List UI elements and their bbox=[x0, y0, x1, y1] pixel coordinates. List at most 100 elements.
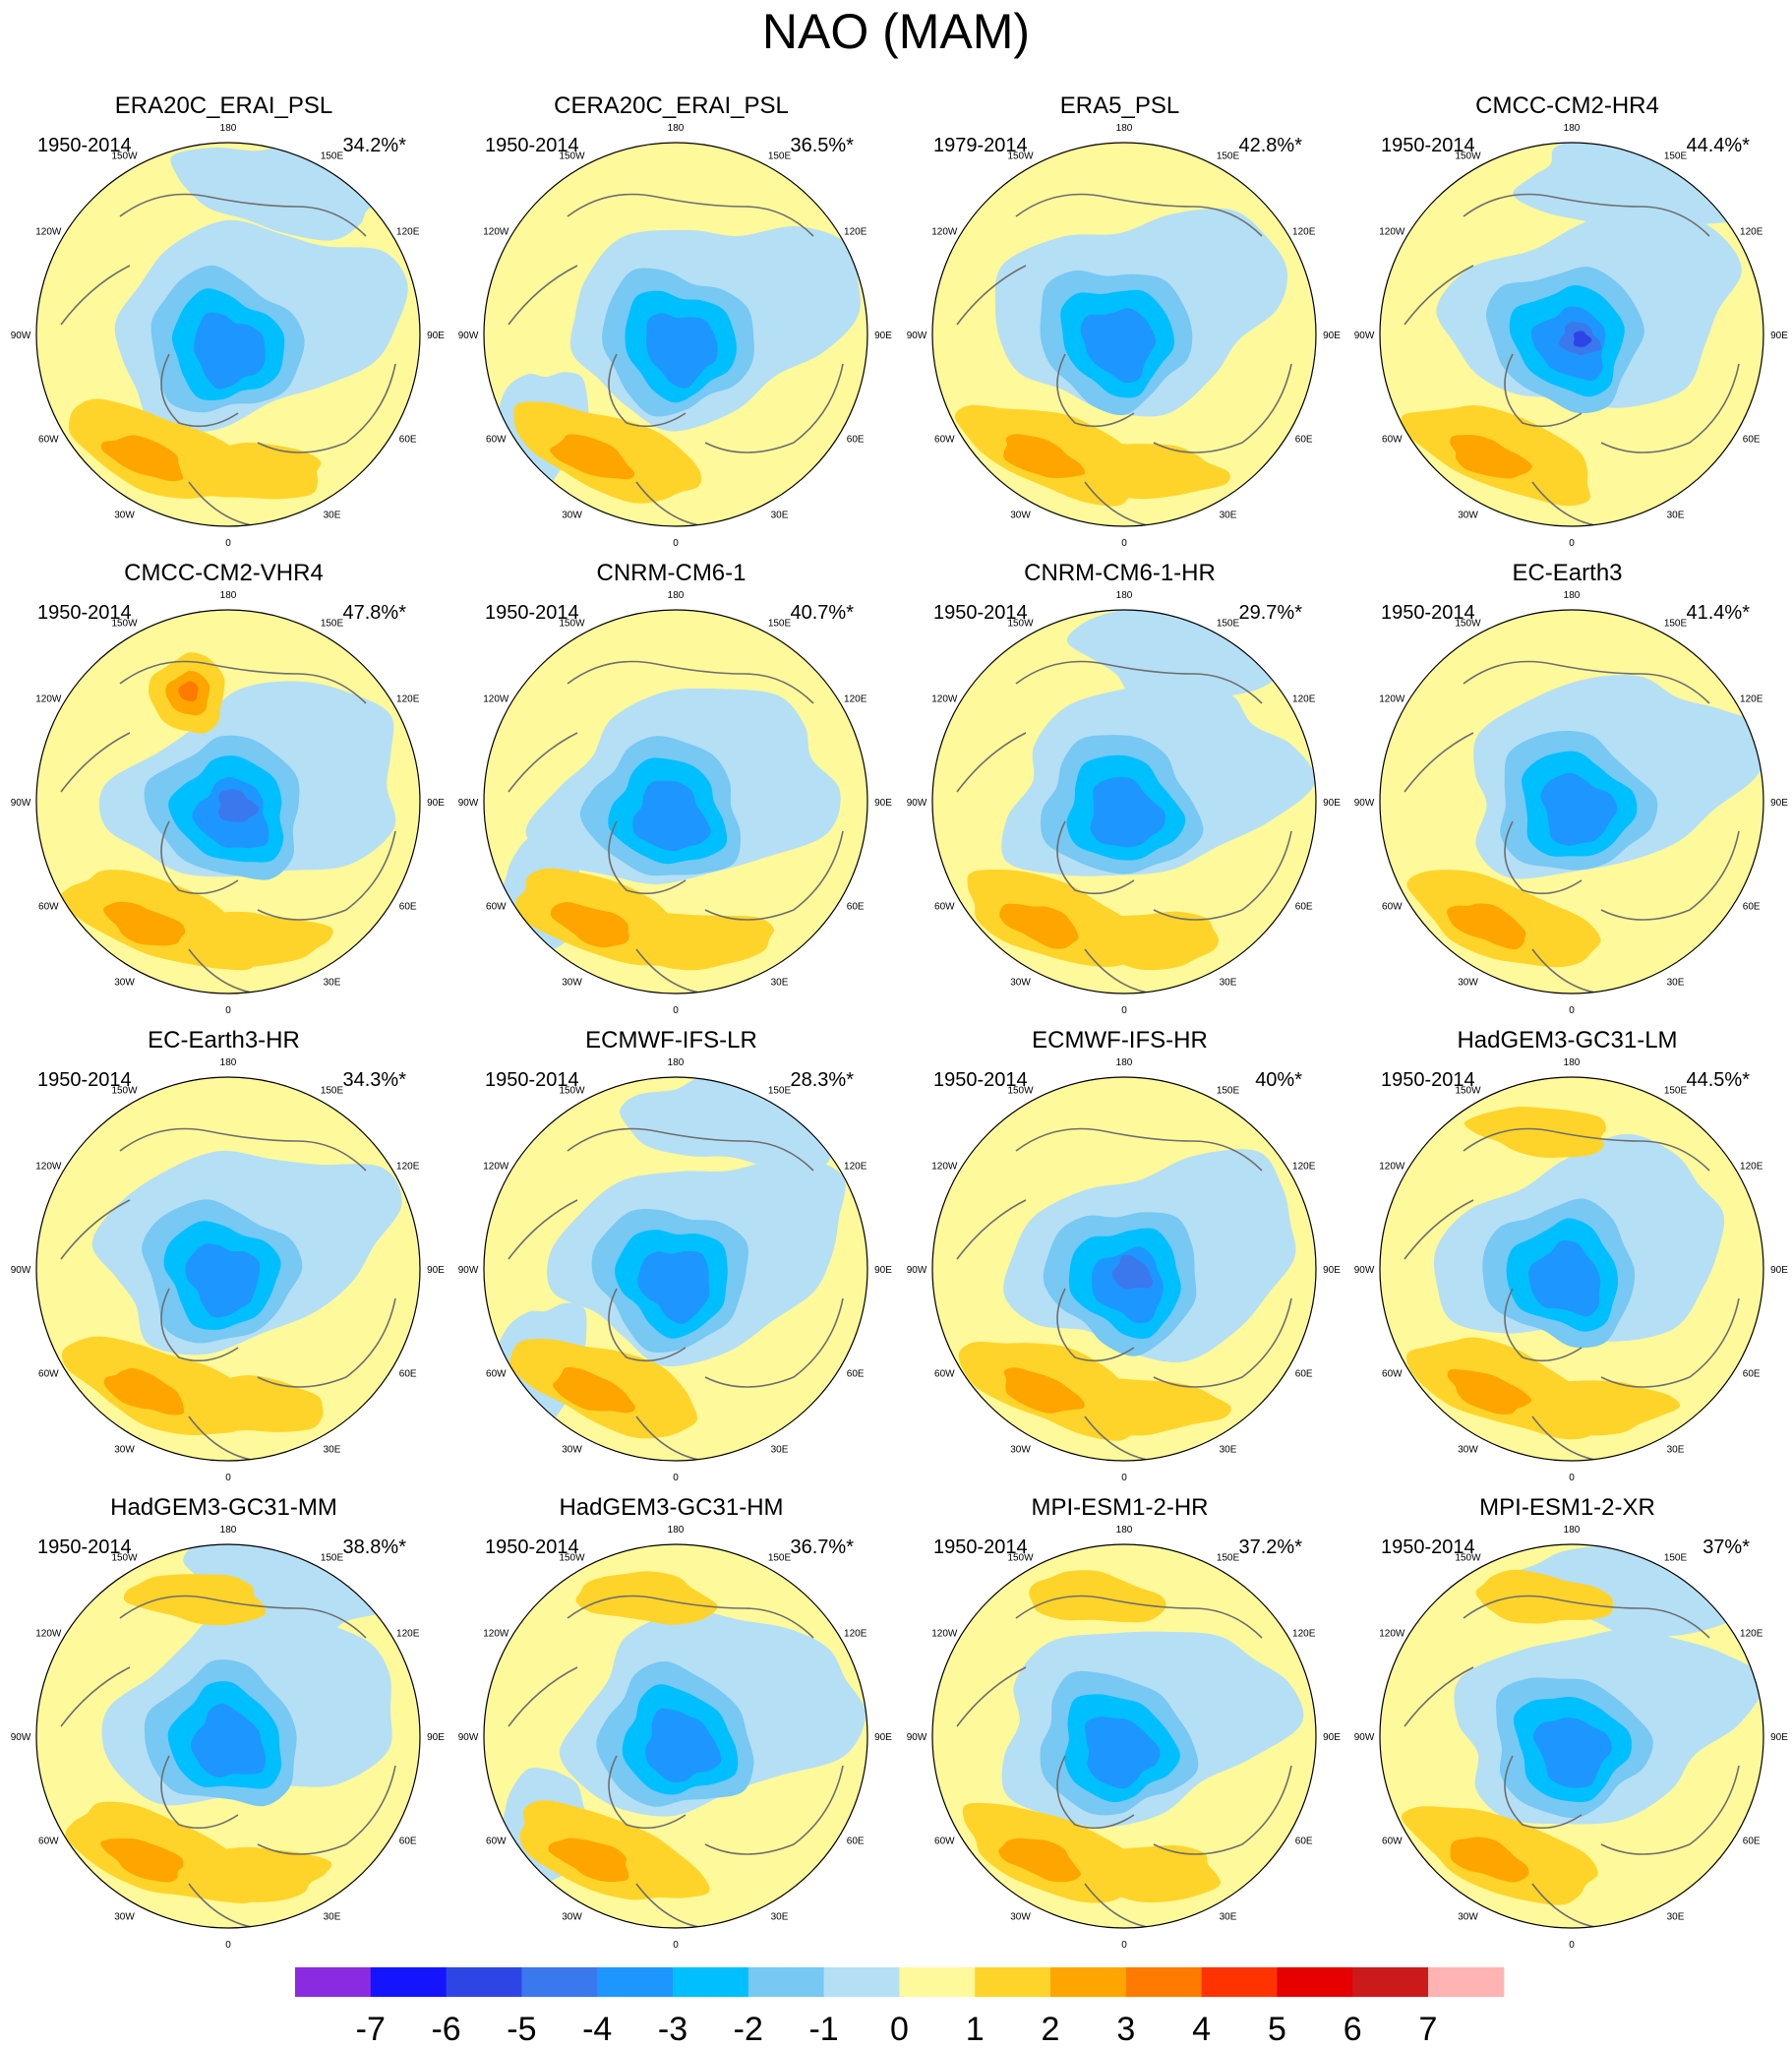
longitude-label: 180 bbox=[1116, 123, 1133, 134]
panel-title: CNRM-CM6-1-HR bbox=[1024, 560, 1216, 586]
longitude-label: 90W bbox=[11, 331, 31, 341]
longitude-label: 120W bbox=[483, 694, 509, 705]
longitude-label: 120E bbox=[396, 1162, 420, 1173]
panel-period: 1950-2014 bbox=[37, 1069, 132, 1091]
panel-period: 1950-2014 bbox=[1381, 1069, 1475, 1091]
map-panel: HadGEM3-GC31-LM 1950-2014 44.5%* 180 150E 120… bbox=[1344, 934, 1791, 1483]
longitude-label: 0 bbox=[1569, 1940, 1575, 1951]
longitude-label: 120W bbox=[1379, 694, 1405, 705]
longitude-label: 180 bbox=[1564, 1057, 1581, 1068]
longitude-label: 150E bbox=[321, 1085, 344, 1096]
contour-fill bbox=[1540, 772, 1618, 846]
panel-variance-percent: 37%* bbox=[1702, 1536, 1750, 1558]
map-panel: CMCC-CM2-HR4 1950-2014 44.4%* 180 150E 120E 90… bbox=[1344, 0, 1791, 549]
contour-fill bbox=[1450, 1837, 1529, 1883]
longitude-label: 150W bbox=[559, 151, 585, 161]
longitude-label: 60E bbox=[1295, 1369, 1313, 1380]
longitude-label: 30E bbox=[324, 978, 341, 989]
longitude-label: 0 bbox=[1121, 1005, 1127, 1016]
contour-fill bbox=[163, 1846, 332, 1902]
longitude-label: 60W bbox=[38, 1369, 59, 1380]
contour-fill bbox=[550, 902, 629, 948]
longitude-label: 60E bbox=[1743, 902, 1761, 913]
longitude-label: 60W bbox=[934, 1837, 955, 1847]
longitude-label: 30E bbox=[1667, 978, 1685, 989]
contour-fill bbox=[191, 1703, 266, 1777]
contour-fill bbox=[1085, 1717, 1161, 1789]
colorbar-swatch bbox=[1352, 1967, 1429, 1997]
longitude-label: 90W bbox=[11, 798, 31, 809]
contour-fill bbox=[1029, 1570, 1166, 1623]
longitude-label: 120E bbox=[1740, 1162, 1763, 1173]
colorbar-label: -3 bbox=[658, 2011, 687, 2048]
longitude-label: 120E bbox=[1740, 1629, 1763, 1640]
longitude-label: 60E bbox=[399, 435, 417, 446]
longitude-label: 120E bbox=[844, 694, 867, 705]
coastline bbox=[60, 1127, 396, 1461]
colorbar-label: 1 bbox=[966, 2011, 985, 2048]
longitude-label: 90E bbox=[427, 331, 445, 341]
map-boundary bbox=[35, 142, 421, 527]
panel-title: ECMWF-IFS-HR bbox=[1032, 1027, 1208, 1054]
coastline bbox=[1404, 1595, 1740, 1928]
longitude-label: 60W bbox=[38, 1837, 59, 1847]
longitude-label: 60W bbox=[486, 1369, 507, 1380]
longitude-label: 0 bbox=[673, 1940, 679, 1951]
panel-period: 1950-2014 bbox=[933, 1536, 1028, 1558]
polar-map: 180 150E 120E 90E 60E 30E 0 30W 60W 90W 120W 150W bbox=[907, 1057, 1342, 1483]
colorbar-label: 5 bbox=[1268, 2011, 1286, 2048]
longitude-label: 30E bbox=[1667, 511, 1685, 521]
contour-fill bbox=[1573, 331, 1592, 347]
longitude-label: 30W bbox=[562, 1445, 582, 1456]
longitude-label: 120E bbox=[1292, 1629, 1316, 1640]
longitude-label: 30W bbox=[114, 511, 135, 521]
longitude-label: 150E bbox=[1664, 1552, 1688, 1563]
polar-map: 180 150E 120E 90E 60E 30E 0 30W 60W 90W 120W 150W bbox=[907, 1525, 1342, 1951]
colorbar-label: -5 bbox=[507, 2011, 536, 2048]
colorbar-swatch bbox=[673, 1967, 749, 1997]
longitude-label: 30E bbox=[771, 511, 789, 521]
contour-fill bbox=[646, 313, 718, 389]
longitude-label: 120W bbox=[35, 694, 62, 705]
longitude-label: 0 bbox=[1569, 1005, 1575, 1016]
contour-fill bbox=[999, 903, 1079, 949]
longitude-label: 60W bbox=[934, 435, 955, 446]
longitude-label: 180 bbox=[1564, 123, 1581, 134]
longitude-label: 60W bbox=[1382, 902, 1403, 913]
panel-period: 1950-2014 bbox=[933, 602, 1028, 624]
panel-period: 1950-2014 bbox=[1381, 602, 1475, 624]
longitude-label: 30W bbox=[1458, 1445, 1478, 1456]
panel-title: HadGEM3-GC31-MM bbox=[110, 1494, 337, 1521]
panel-title: HadGEM3-GC31-LM bbox=[1457, 1027, 1678, 1054]
colorbar-label: 3 bbox=[1116, 2011, 1135, 2048]
longitude-label: 180 bbox=[220, 1525, 237, 1536]
longitude-label: 0 bbox=[673, 1473, 679, 1483]
contour-fill bbox=[103, 1367, 185, 1416]
contour-fill bbox=[164, 1375, 324, 1432]
panel-title: HadGEM3-GC31-HM bbox=[559, 1494, 784, 1521]
longitude-label: 90W bbox=[907, 1732, 927, 1743]
longitude-label: 150E bbox=[1217, 1085, 1240, 1096]
coastline bbox=[956, 1127, 1292, 1461]
longitude-label: 60E bbox=[1743, 1837, 1761, 1847]
panel-title: EC-Earth3-HR bbox=[148, 1027, 300, 1054]
longitude-label: 30W bbox=[1010, 511, 1031, 521]
longitude-label: 90W bbox=[1354, 331, 1375, 341]
longitude-label: 150W bbox=[559, 1552, 585, 1563]
longitude-label: 0 bbox=[1569, 1473, 1575, 1483]
colorbar-swatch bbox=[1201, 1967, 1278, 1997]
map-panel: CMCC-CM2-VHR4 1950-2014 47.8%* 180 150E 120E 9… bbox=[0, 467, 448, 1016]
polar-map: 180 150E 120E 90E 60E 30E 0 30W 60W 90W 120W 150W bbox=[1354, 590, 1789, 1016]
figure-title: NAO (MAM) bbox=[761, 4, 1031, 59]
colorbar-label: -6 bbox=[431, 2011, 460, 2048]
longitude-label: 0 bbox=[1569, 538, 1575, 549]
contour-fill bbox=[1003, 1367, 1085, 1414]
longitude-label: 90W bbox=[907, 331, 927, 341]
longitude-label: 60E bbox=[1743, 1369, 1761, 1380]
panel-variance-percent: 40.7%* bbox=[790, 602, 855, 624]
longitude-label: 180 bbox=[668, 1525, 685, 1536]
map-panel: ECMWF-IFS-LR 1950-2014 28.3%* 180 150E 120E 90… bbox=[448, 934, 895, 1483]
contour-fill bbox=[185, 1243, 261, 1318]
longitude-label: 120E bbox=[844, 1162, 867, 1173]
contour-fill bbox=[1514, 1380, 1681, 1436]
